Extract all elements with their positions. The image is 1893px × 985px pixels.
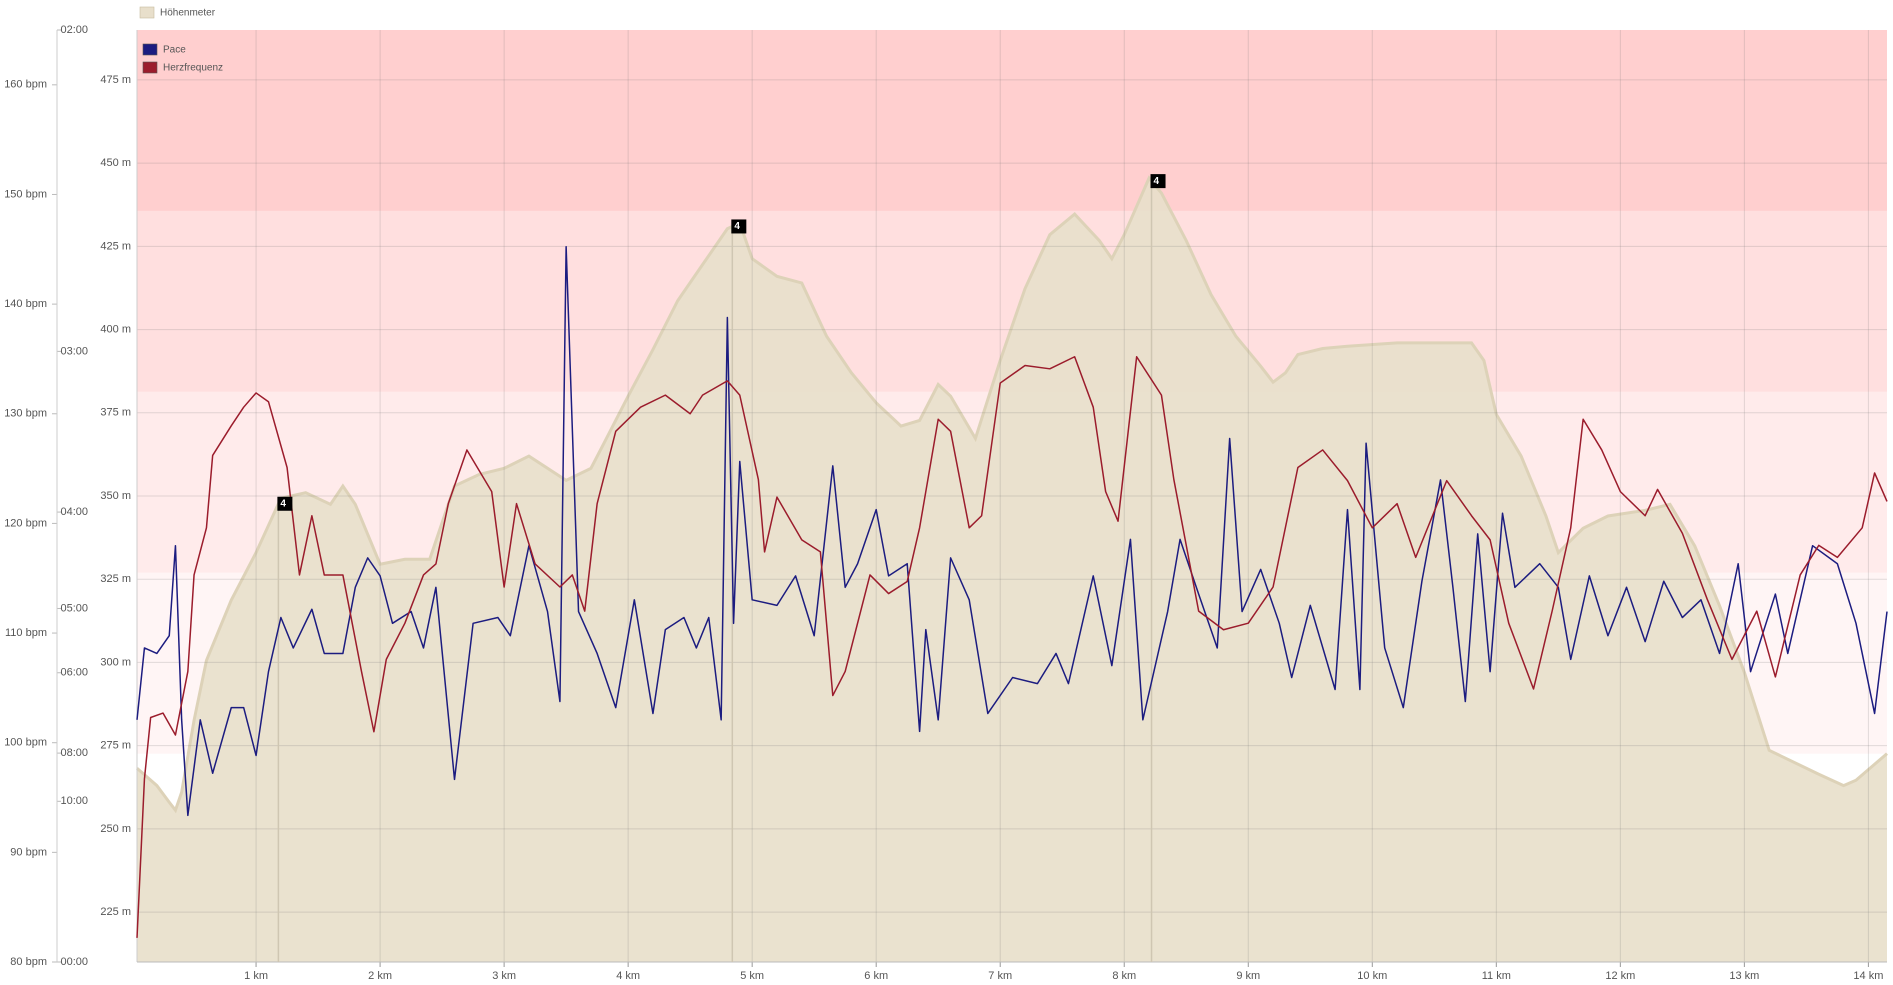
annotation-box [277,496,293,511]
x-tick-label: 9 km [1236,970,1260,982]
y3-tick-label: 02:00 [60,24,88,36]
y-tick-label: 325 m [100,573,131,585]
x-tick-label: 11 km [1482,970,1511,982]
y2-tick-label: 90 bpm [10,846,47,858]
y-tick-label: 275 m [100,740,131,752]
y2-tick-label: 150 bpm [4,188,47,200]
y2-tick-label: 120 bpm [4,517,47,529]
hr-zone [137,30,1887,211]
y3-tick-label: 00:00 [60,956,88,968]
y-tick-label: 350 m [100,490,131,502]
y2-tick-label: 110 bpm [5,627,47,639]
x-tick-label: 5 km [740,970,764,982]
elevation-line [136,175,1888,814]
y2-tick-label: 140 bpm [4,298,47,310]
annotation-label: 4 [280,498,286,509]
annotation-label: 4 [1154,176,1160,187]
x-tick-label: 3 km [492,970,516,982]
x-tick-label: 6 km [864,970,888,982]
y3-tick-label: 08:00 [60,747,88,759]
x-tick-label: 2 km [368,970,392,982]
series-line [136,355,1888,938]
y3-tick-label: 05:00 [60,602,88,614]
y3-tick-label: 06:00 [60,667,88,679]
x-tick-label: 7 km [988,970,1012,982]
y-tick-label: 450 m [100,157,131,169]
y-tick-label: 225 m [100,906,131,918]
y2-tick-label: 80 bpm [10,956,47,968]
legend-swatch [142,43,158,56]
x-tick-label: 10 km [1357,970,1387,982]
y-tick-label: 425 m [100,240,131,252]
y2-tick-label: 130 bpm [4,408,47,420]
annotation-label: 4 [734,221,740,232]
x-tick-label: 14 km [1853,970,1883,982]
y3-tick-label: 10:00 [60,795,88,807]
annotation-box [731,219,747,234]
y-tick-label: 400 m [100,323,131,335]
x-tick-label: 4 km [616,970,640,982]
y3-tick-label: 03:00 [60,345,88,357]
y2-tick-label: 160 bpm [4,79,47,91]
y2-tick-label: 100 bpm [4,737,47,749]
legend-swatch [139,6,155,19]
y-tick-label: 475 m [100,74,131,86]
x-tick-label: 8 km [1112,970,1136,982]
x-tick-label: 1 km [244,970,268,982]
y-tick-label: 250 m [100,823,131,835]
legend-swatch [142,61,158,74]
x-tick-label: 12 km [1605,970,1635,982]
legend-label: Herzfrequenz [163,63,223,74]
legend-label: Höhenmeter [160,8,216,19]
x-tick-label: 13 km [1729,970,1759,982]
y3-tick-label: 04:00 [60,506,88,518]
annotation-box [1150,174,1166,189]
y-tick-label: 375 m [100,407,131,419]
series-line [136,245,1888,817]
legend-label: Pace [163,45,186,56]
elevation-area [137,178,1887,962]
y-tick-label: 300 m [100,656,131,668]
